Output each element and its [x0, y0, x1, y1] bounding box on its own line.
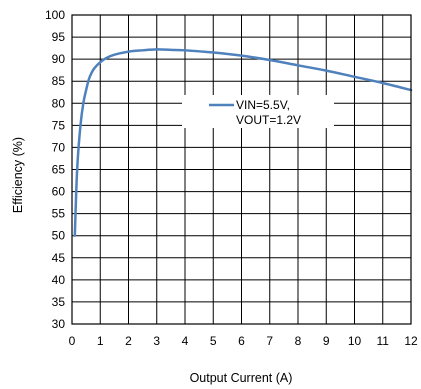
x-tick-label: 8 — [295, 334, 302, 348]
y-tick-label: 90 — [52, 52, 66, 66]
y-tick-label: 35 — [52, 295, 66, 309]
x-tick-label: 3 — [153, 334, 160, 348]
tick-labels: 0 1 2 3 4 5 6 7 8 9 10 11 12303540455055606570758085… — [45, 8, 418, 348]
y-tick-label: 50 — [52, 229, 66, 243]
y-tick-label: 65 — [52, 163, 66, 177]
y-tick-label: 95 — [52, 30, 66, 44]
series-line-0 — [73, 48, 413, 237]
legend: VIN=5.5V, VOUT=1.2V — [182, 95, 334, 128]
x-tick-label: 6 — [238, 334, 245, 348]
y-tick-label: 80 — [52, 96, 66, 110]
legend-label-line-1: VIN=5.5V, — [236, 98, 290, 112]
x-tick-label: 5 — [210, 334, 217, 348]
x-axis-label: Output Current (A) — [190, 371, 293, 385]
y-tick-label: 40 — [52, 273, 66, 287]
x-tick-label: 11 — [377, 334, 390, 348]
y-tick-label: 85 — [52, 74, 66, 88]
y-tick-label: 30 — [52, 317, 66, 331]
x-tick-label: 9 — [323, 334, 330, 348]
y-tick-label: 55 — [52, 207, 66, 221]
series-layer — [73, 48, 413, 237]
x-tick-label: 4 — [182, 334, 189, 348]
x-tick-label: 1 — [97, 334, 104, 348]
legend-label-line-2: VOUT=1.2V — [236, 113, 301, 127]
x-tick-label: 10 — [348, 334, 362, 348]
y-tick-label: 70 — [52, 140, 66, 154]
y-axis-label: Efficiency (%) — [11, 137, 25, 213]
y-tick-label: 45 — [52, 251, 66, 265]
y-tick-label: 60 — [52, 185, 66, 199]
x-tick-label: 12 — [404, 334, 418, 348]
x-tick-label: 7 — [266, 334, 273, 348]
legend-box — [182, 95, 334, 128]
y-tick-label: 100 — [45, 8, 65, 22]
chart-grid — [71, 14, 412, 325]
x-tick-label: 2 — [125, 334, 132, 348]
x-tick-label: 0 — [69, 334, 76, 348]
y-tick-label: 75 — [52, 118, 66, 132]
plot-frame — [71, 14, 412, 325]
